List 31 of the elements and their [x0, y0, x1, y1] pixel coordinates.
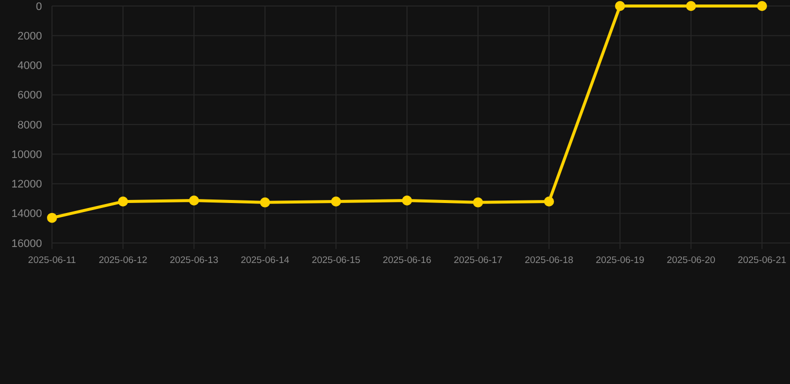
point [473, 197, 483, 208]
point [118, 196, 128, 207]
point [686, 1, 696, 11]
point [757, 1, 767, 11]
y-tick-label: 16000 [11, 238, 42, 250]
y-tick-label: 10000 [11, 148, 42, 161]
y-tick-label: 8000 [18, 119, 42, 132]
x-tick-label: 2025-06-21 [738, 255, 786, 266]
y-tick-label: 2000 [18, 30, 42, 42]
point [260, 197, 270, 208]
x-tick-label: 2025-06-18 [524, 255, 574, 266]
y-tick-label: 14000 [11, 208, 42, 220]
y-tick-label: 12000 [11, 178, 42, 191]
x-tick-label: 2025-06-20 [666, 255, 716, 266]
point [615, 1, 625, 11]
point [331, 196, 341, 207]
point [47, 212, 57, 223]
x-tick-label: 2025-06-13 [170, 255, 218, 266]
y-tick-label: 0 [36, 0, 42, 13]
x-tick-label: 2025-06-14 [240, 255, 290, 266]
point [402, 195, 412, 206]
point [189, 195, 199, 206]
y-tick-label: 6000 [18, 90, 42, 102]
x-tick-label: 2025-06-12 [98, 255, 148, 266]
x-tick-label: 2025-06-16 [382, 255, 432, 266]
point [544, 196, 554, 207]
x-tick-label: 2025-06-11 [28, 255, 76, 266]
x-tick-label: 2025-06-15 [312, 255, 360, 266]
x-tick-label: 2025-06-17 [454, 255, 502, 266]
y-tick-label: 4000 [18, 60, 42, 72]
x-tick-label: 2025-06-19 [596, 255, 644, 266]
